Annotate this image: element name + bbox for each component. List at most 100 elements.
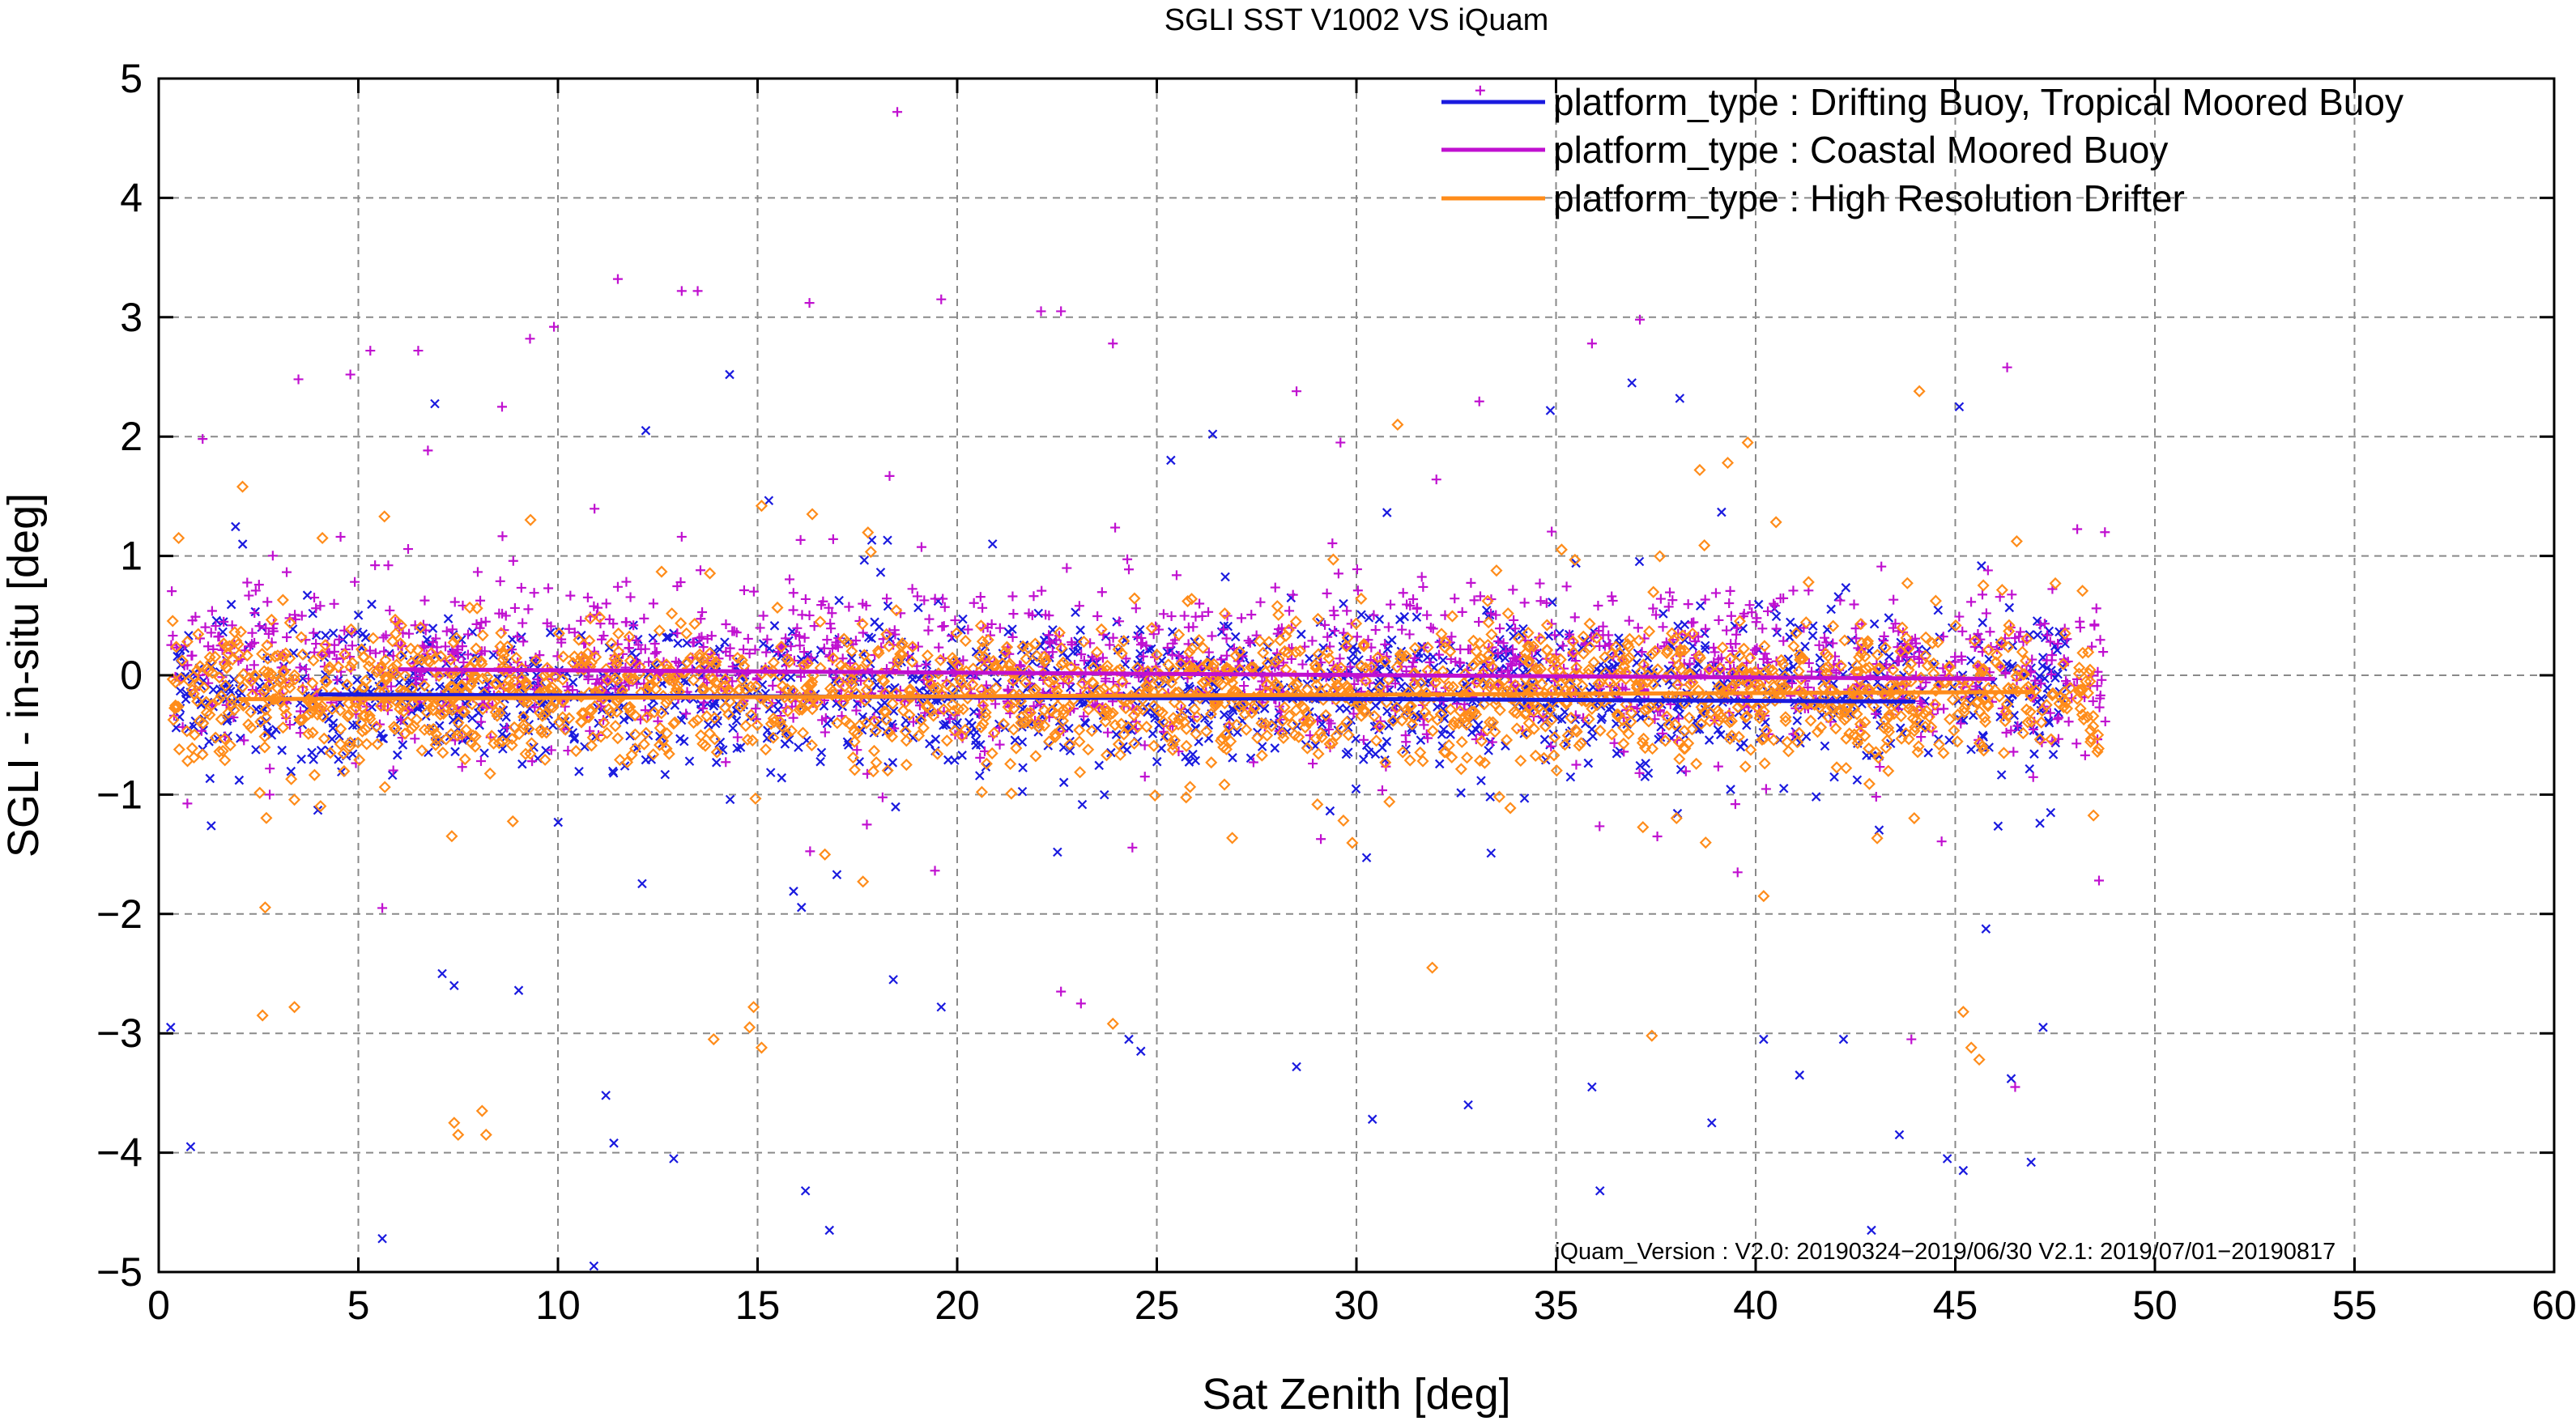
data-point	[1643, 625, 1656, 638]
data-point	[998, 645, 1011, 658]
data-point	[1703, 663, 1716, 676]
data-point	[1673, 713, 1684, 724]
data-point	[1043, 735, 1056, 748]
data-point	[1555, 543, 1568, 556]
data-point	[1536, 706, 1549, 719]
data-point	[1141, 640, 1152, 651]
data-point	[1114, 616, 1125, 627]
data-point	[1100, 789, 1109, 800]
data-point	[2091, 603, 2101, 614]
data-point	[1911, 746, 1924, 759]
data-point	[2053, 638, 2063, 649]
data-point	[319, 639, 332, 652]
data-point	[682, 638, 692, 648]
data-point	[1485, 628, 1498, 641]
data-point	[2040, 674, 2050, 683]
data-point	[1492, 790, 1506, 803]
outlier-point	[1894, 1130, 1905, 1140]
data-point	[1686, 628, 1699, 640]
data-point	[672, 628, 683, 639]
data-point	[1454, 763, 1467, 776]
data-point	[525, 704, 535, 713]
data-point	[1147, 739, 1160, 752]
data-point	[1095, 623, 1108, 636]
data-point	[1541, 598, 1552, 608]
data-point	[811, 696, 824, 708]
data-point	[1297, 629, 1306, 640]
data-point	[883, 601, 893, 611]
data-point	[1675, 663, 1688, 676]
data-point	[934, 642, 944, 653]
data-point	[419, 595, 430, 606]
data-point	[1053, 626, 1066, 639]
data-point	[1713, 725, 1723, 735]
data-point	[218, 732, 231, 746]
data-point	[648, 706, 661, 719]
outlier-point	[549, 321, 560, 332]
outlier-point	[1627, 378, 1637, 388]
data-point	[1620, 698, 1633, 711]
data-point	[1807, 666, 1817, 677]
data-point	[1982, 644, 1995, 657]
data-point	[1590, 632, 1603, 645]
data-point	[854, 663, 867, 676]
data-point	[1482, 616, 1495, 629]
data-point	[1382, 508, 1392, 517]
data-point	[472, 567, 483, 577]
data-point	[924, 614, 935, 624]
data-point	[975, 785, 988, 798]
data-point	[1470, 708, 1483, 721]
data-point	[1795, 738, 1805, 748]
data-point	[398, 669, 411, 682]
data-point	[174, 672, 187, 685]
data-point	[436, 696, 449, 708]
data-point	[1853, 651, 1866, 664]
data-point	[611, 654, 624, 667]
data-point	[1863, 661, 1876, 674]
data-point	[1106, 747, 1116, 758]
data-point	[748, 586, 759, 597]
data-point	[1007, 632, 1018, 642]
data-point	[1130, 704, 1144, 717]
data-point	[1475, 653, 1488, 666]
data-point	[700, 710, 713, 723]
data-point	[172, 651, 182, 662]
data-point	[263, 670, 276, 683]
data-point	[858, 694, 872, 707]
data-point	[1675, 764, 1686, 775]
data-point	[1710, 647, 1720, 657]
data-point	[556, 637, 567, 648]
data-point	[1695, 601, 1705, 611]
data-point	[1209, 699, 1222, 713]
data-point	[948, 724, 961, 737]
data-point	[1461, 751, 1474, 764]
data-point	[2049, 576, 2062, 590]
data-point	[277, 745, 287, 755]
data-point	[2074, 702, 2087, 715]
data-point	[2030, 675, 2041, 686]
data-point	[1744, 743, 1757, 756]
data-point	[209, 650, 222, 663]
data-point	[1116, 675, 1129, 688]
outlier-point	[601, 1091, 611, 1100]
data-point	[1887, 663, 1900, 676]
data-point	[1506, 661, 1517, 671]
data-point	[509, 602, 520, 613]
data-point	[1364, 747, 1374, 757]
data-point	[1802, 576, 1815, 589]
data-point	[1128, 737, 1141, 750]
data-point	[2045, 733, 2058, 746]
data-point	[1498, 638, 1509, 649]
data-point	[1793, 684, 1806, 697]
data-point	[1071, 666, 1084, 679]
data-point	[1753, 712, 1766, 725]
data-point	[2025, 715, 2038, 728]
data-point	[327, 734, 337, 744]
data-point	[188, 728, 201, 742]
data-point	[786, 641, 796, 652]
data-point	[420, 706, 433, 719]
data-point	[2081, 710, 2094, 724]
data-point	[1399, 649, 1412, 662]
data-point	[410, 734, 420, 744]
data-point	[1349, 679, 1360, 689]
